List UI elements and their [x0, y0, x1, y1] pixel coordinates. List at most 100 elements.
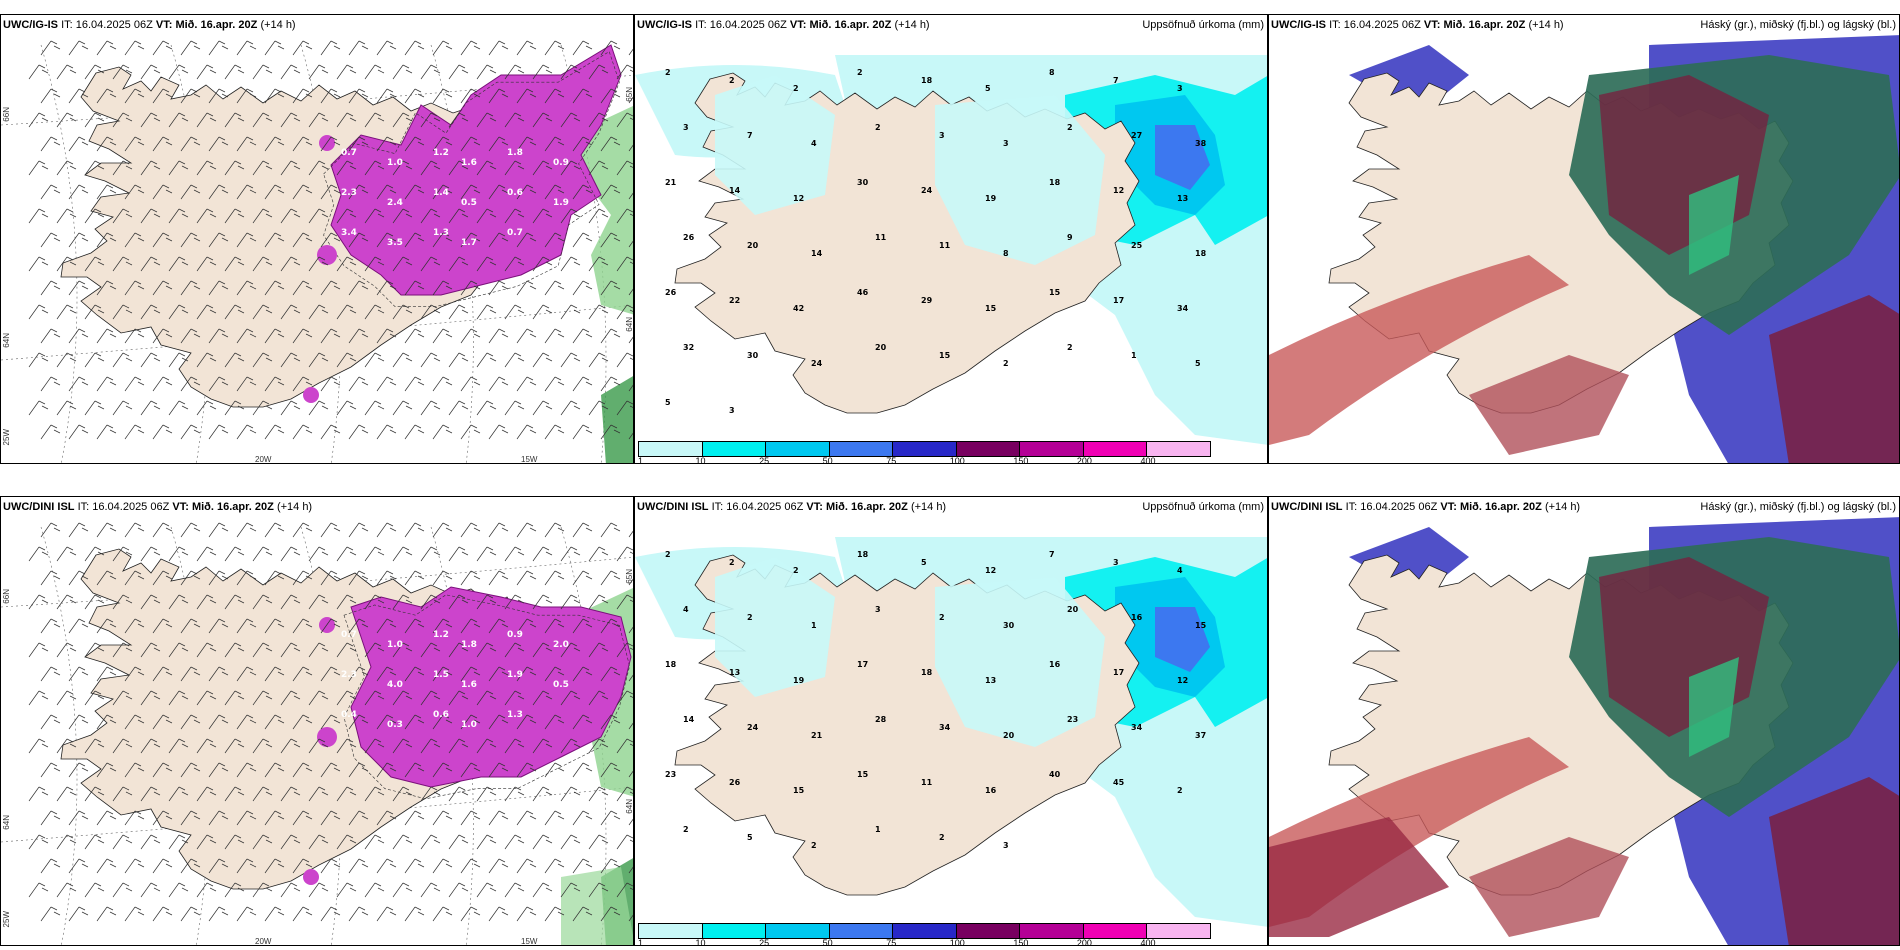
precip-value-label: 5 [747, 833, 753, 842]
precip-value-label: 2 [1067, 343, 1073, 352]
panel-snow-bottom: UWC/DINI ISL IT: 16.04.2025 06Z VT: Mið.… [0, 496, 634, 946]
precip-value-label: 20 [747, 241, 759, 250]
colorbar-tick: 25 [759, 456, 770, 464]
precip-value-label: 30 [857, 178, 869, 187]
lon-label-15: 15W [521, 937, 538, 946]
snow-value-label: 0.5 [553, 680, 569, 690]
colorbar-swatch [892, 441, 957, 457]
snow-value-label: 2.3 [341, 188, 357, 198]
precip-value-label: 21 [811, 731, 823, 740]
precip-value-label: 40 [1049, 770, 1061, 779]
precip-value-label: 18 [921, 76, 933, 85]
lon-label-25: 25W [2, 911, 11, 928]
colorbar-swatch [638, 923, 703, 939]
panel-snow-top: UWC/IG-IS IT: 16.04.2025 06Z VT: Mið. 16… [0, 14, 634, 464]
precip-value-label: 3 [875, 605, 881, 614]
precip-value-label: 16 [1049, 660, 1061, 669]
precip-value-label: 42 [793, 304, 804, 313]
precip-value-label: 12 [1177, 676, 1188, 685]
precip-value-label: 1 [875, 825, 881, 834]
cloud-map [1269, 517, 1899, 945]
snow-value-label: 1.9 [553, 198, 569, 208]
colorbar-tick: 200 [1076, 456, 1092, 464]
colorbar-tick: 400 [1140, 938, 1156, 946]
panel-title: UWC/DINI ISL IT: 16.04.2025 06Z VT: Mið.… [637, 501, 947, 513]
precip-map: 2222185873374233227382114123024191812132… [635, 55, 1267, 445]
precip-value-label: 26 [683, 233, 695, 242]
colorbar-tick: 400 [1140, 456, 1156, 464]
precip-value-label: 1 [811, 621, 817, 630]
precip-value-label: 17 [1113, 296, 1124, 305]
precip-value-label: 2 [875, 123, 881, 132]
colorbar-tick: 50 [822, 456, 833, 464]
lat-label-64: 64N [2, 333, 11, 348]
precip-value-label: 12 [793, 194, 804, 203]
precip-value-label: 27 [1131, 131, 1142, 140]
precip-value-label: 15 [939, 351, 951, 360]
colorbar-swatch [955, 441, 1021, 457]
precip-value-label: 8 [1003, 249, 1009, 258]
precip-colorbar: 1 10 25 50 75 100 150 200 400 [636, 441, 1266, 463]
colorbar-swatch [765, 441, 830, 457]
snow-value-label: 1.7 [461, 238, 477, 248]
precip-value-label: 16 [985, 786, 997, 795]
panel-title: UWC/DINI ISL IT: 16.04.2025 06Z VT: Mið.… [3, 501, 313, 513]
precip-value-label: 34 [1131, 723, 1143, 732]
snow-value-label: 0.5 [461, 198, 477, 208]
precip-value-label: 23 [1067, 715, 1078, 724]
precip-value-label: 26 [729, 778, 741, 787]
colorbar-swatch [1019, 923, 1084, 939]
panel-cloud-bottom: UWC/DINI ISL IT: 16.04.2025 06Z VT: Mið.… [1268, 496, 1900, 946]
precip-value-label: 21 [665, 178, 677, 187]
precip-value-label: 18 [1195, 249, 1207, 258]
precip-value-label: 2 [857, 68, 863, 77]
colorbar-tick: 10 [695, 938, 706, 946]
precip-value-label: 3 [729, 406, 735, 415]
precip-value-label: 34 [939, 723, 951, 732]
colorbar-swatch [765, 923, 830, 939]
precip-value-label: 12 [985, 566, 996, 575]
precip-value-label: 32 [683, 343, 694, 352]
snow-value-label: 1.0 [387, 640, 403, 650]
colorbar-tick: 1 [638, 456, 644, 464]
precip-value-label: 24 [811, 359, 823, 368]
precip-value-label: 5 [985, 84, 991, 93]
precip-value-label: 18 [665, 660, 677, 669]
snow-value-label: 1.2 [433, 630, 449, 640]
precip-value-label: 20 [1067, 605, 1079, 614]
precip-value-label: 3 [683, 123, 689, 132]
lon-label-20: 20W [255, 455, 272, 464]
colorbar-tick: 10 [695, 456, 706, 464]
precip-value-label: 11 [921, 778, 933, 787]
lon-label-25: 25W [2, 429, 11, 446]
precip-value-label: 46 [857, 288, 869, 297]
colorbar-tick: 150 [1013, 456, 1029, 464]
panel-precip-top: UWC/IG-IS IT: 16.04.2025 06Z VT: Mið. 16… [634, 14, 1268, 464]
lat-label-64: 64N [2, 815, 11, 830]
snow-value-label: 0.4 [341, 710, 357, 720]
precip-value-label: 15 [1049, 288, 1061, 297]
lat-label-66: 66N [2, 589, 11, 604]
precip-value-label: 23 [665, 770, 676, 779]
snow-value-label: 0.3 [387, 720, 403, 730]
snow-value-label: 2.4 [387, 198, 403, 208]
cloud-title: Háský (gr.), miðský (fj.bl.) og lágský (… [1700, 501, 1896, 513]
panel-title: UWC/IG-IS IT: 16.04.2025 06Z VT: Mið. 16… [637, 19, 930, 31]
colorbar-swatch [701, 441, 767, 457]
colorbar-tick: 100 [949, 938, 965, 946]
precip-value-label: 15 [793, 786, 805, 795]
precip-value-label: 25 [1131, 241, 1143, 250]
snow-value-label: 1.3 [433, 228, 449, 238]
snow-value-label: 1.4 [433, 188, 449, 198]
precip-value-label: 18 [1049, 178, 1061, 187]
precip-value-label: 3 [1113, 558, 1119, 567]
colorbar-tick: 75 [886, 938, 897, 946]
precip-value-label: 2 [811, 841, 817, 850]
precip-value-label: 5 [1195, 359, 1201, 368]
colorbar-swatch [828, 923, 894, 939]
panel-title: UWC/IG-IS IT: 16.04.2025 06Z VT: Mið. 16… [3, 19, 296, 31]
precip-value-label: 3 [1003, 841, 1009, 850]
precip-value-label: 13 [1177, 194, 1188, 203]
snow-value-label: 1.6 [461, 680, 477, 690]
precip-value-label: 19 [793, 676, 805, 685]
